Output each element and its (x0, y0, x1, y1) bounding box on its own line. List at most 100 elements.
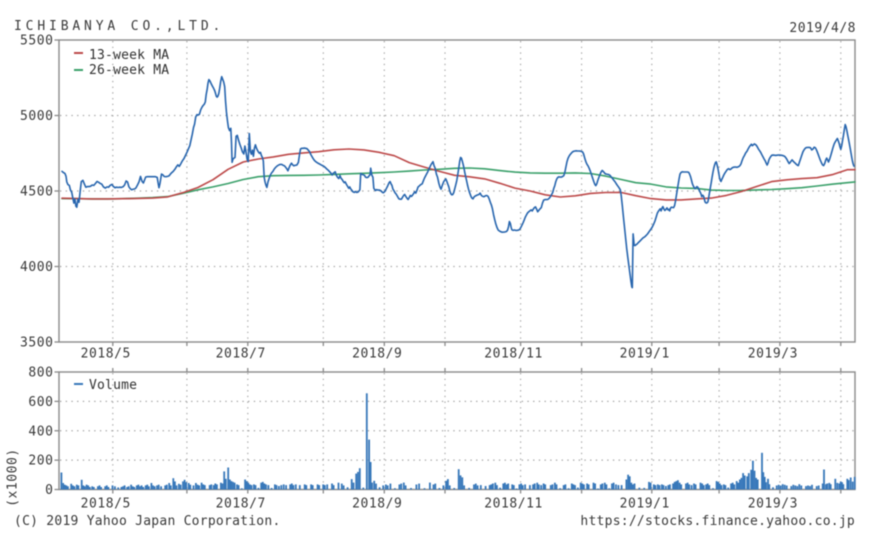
volume-bar (298, 485, 301, 490)
volume-bar (768, 484, 771, 490)
volume-bar (849, 477, 852, 490)
volume-bar (693, 483, 695, 490)
chart-date: 2019/4/8 (789, 21, 856, 36)
volume-bar (355, 473, 358, 490)
volume-bar (63, 484, 66, 490)
volume-bar (261, 481, 264, 490)
volume-bar (715, 481, 718, 490)
volume-bar (84, 486, 86, 490)
volume-bar (87, 485, 90, 490)
volume-bar (649, 482, 652, 490)
volume-bar (479, 485, 482, 490)
volume-bar (240, 488, 243, 490)
volume-bar (415, 484, 418, 490)
volume-bar (461, 477, 464, 490)
volume-bar (846, 478, 849, 490)
volume-bar (617, 485, 620, 490)
y-axis-label-volume: 0 (45, 483, 53, 498)
volume-bar (746, 476, 749, 490)
volume-bar (179, 484, 182, 490)
x-axis-label-main: 2018/5 (81, 347, 131, 362)
volume-bar (362, 487, 365, 490)
volume-bar (717, 481, 720, 490)
volume-bar (175, 485, 178, 490)
volume-bar (735, 481, 738, 490)
volume-bar (718, 483, 721, 490)
volume-bar (457, 469, 460, 490)
volume-bar (245, 481, 248, 490)
volume-bar (120, 487, 123, 490)
volume-bar (794, 485, 797, 490)
volume-bar (434, 483, 437, 490)
x-axis-label-volume: 2018/11 (484, 497, 543, 512)
volume-bar (318, 485, 321, 490)
volume-bar (777, 484, 780, 490)
volume-bar (322, 484, 325, 490)
y-axis-label-volume: 600 (28, 395, 53, 410)
volume-bar (192, 485, 195, 490)
volume-plot-border (58, 371, 856, 491)
volume-bar (627, 474, 629, 490)
volume-bar (611, 483, 613, 490)
volume-bar (254, 485, 257, 490)
volume-bar (586, 483, 588, 490)
volume-bar (442, 485, 445, 490)
x-axis-label-volume: 2018/9 (352, 497, 402, 512)
volume-bar (111, 485, 114, 490)
volume-bar (438, 488, 441, 490)
volume-bar (740, 477, 743, 490)
volume-bar (200, 482, 203, 490)
volume-bar (165, 484, 168, 490)
volume-bar (587, 484, 590, 490)
volume-bar (130, 484, 132, 490)
legend-label-volume: Volume (89, 377, 138, 393)
volume-bar (772, 487, 774, 490)
volume-bar (371, 482, 373, 490)
volume-bar (260, 482, 263, 490)
volume-bar (227, 467, 230, 490)
volume-bar (292, 485, 295, 490)
volume-bar (730, 483, 732, 490)
volume-bar (210, 484, 213, 490)
volume-bar (505, 484, 508, 490)
volume-bar (532, 484, 534, 490)
volume-bar (156, 485, 158, 490)
page-title: ICHIBANYA CO.,LTD. (14, 18, 225, 34)
volume-bar (499, 487, 501, 490)
volume-bar (418, 483, 420, 490)
volume-bar (765, 482, 767, 490)
volume-bar (337, 482, 340, 490)
volume-bar (785, 485, 788, 490)
volume-bar (394, 488, 396, 490)
volume-bar (105, 485, 108, 490)
volume-bar (152, 485, 154, 490)
volume-bar (577, 487, 579, 490)
volume-bar (737, 482, 740, 490)
volume-bar (603, 482, 606, 490)
volume-bar (632, 484, 634, 490)
volume-bar (178, 483, 180, 490)
x-axis-label-main: 2018/9 (352, 347, 402, 362)
volume-bar (274, 484, 276, 490)
volume-bar (280, 485, 283, 490)
volume-bar (150, 483, 153, 490)
volume-bar (592, 482, 595, 490)
volume-bar (448, 485, 451, 490)
volume-bar (358, 468, 361, 490)
volume-bar (494, 482, 497, 490)
volume-bar (142, 487, 145, 490)
volume-bar (208, 485, 211, 490)
volume-bar (524, 484, 526, 490)
x-axis-label-volume: 2019/3 (748, 497, 798, 512)
volume-bar (834, 478, 837, 490)
volume-bar (80, 479, 83, 490)
x-axis-label-volume: 2019/1 (620, 497, 670, 512)
volume-bar (829, 484, 832, 490)
volume-bar (488, 485, 491, 490)
volume-bar (654, 485, 657, 490)
volume-bar (652, 484, 655, 490)
volume-bar (836, 482, 839, 490)
volume-bar (323, 485, 326, 490)
volume-bar (282, 484, 285, 490)
volume-bar (821, 483, 824, 490)
